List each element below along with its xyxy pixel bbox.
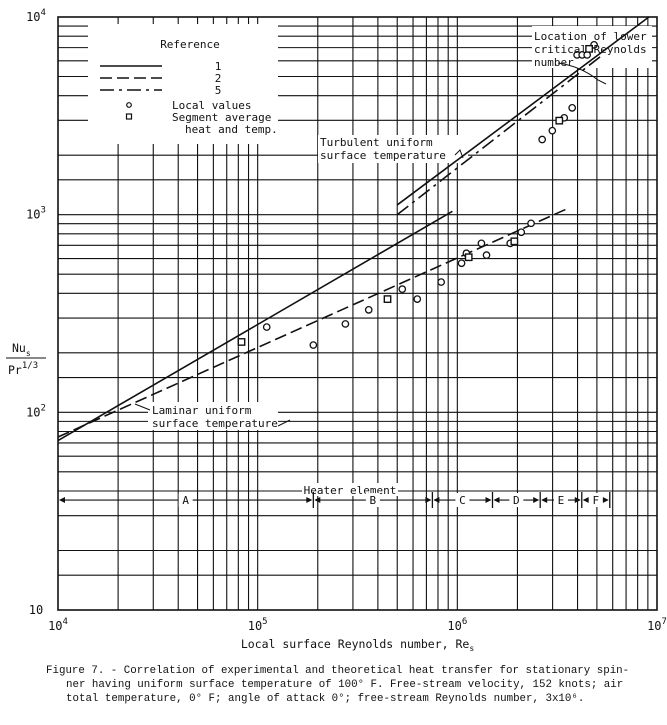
series-line-1 xyxy=(57,210,453,442)
annotation-arrow xyxy=(454,149,464,159)
heater-segment-label-bg xyxy=(553,493,568,508)
data-point-local xyxy=(457,259,466,268)
legend-label: 2 xyxy=(215,72,222,85)
data-point-segment-average xyxy=(585,44,593,53)
x-tick-label: 107 xyxy=(647,617,667,633)
legend-label: 5 xyxy=(215,84,222,97)
annotation-heater-element: Heater element xyxy=(304,484,397,497)
data-point-local xyxy=(262,323,271,331)
data-point-local xyxy=(437,278,446,286)
series-line-5 xyxy=(396,56,601,216)
legend-marker-circle xyxy=(126,102,132,108)
heater-segment-arrow xyxy=(306,497,313,504)
annotation-lower-critical-reynolds: Location of lower xyxy=(534,30,647,43)
data-point-local xyxy=(548,126,557,135)
legend-label: Segment average xyxy=(172,111,271,124)
heater-segment-label-bg xyxy=(365,493,380,508)
annotation-leader-line xyxy=(134,403,151,411)
heat-transfer-chart: 104 105 106 107 10 102 103 104 Local surface Rey… xyxy=(6,8,667,653)
caption-line-1: Figure 7. - Correlation of experimental … xyxy=(46,665,630,677)
legend-label: 1 xyxy=(215,60,222,73)
y-tick-label: 104 xyxy=(26,8,46,24)
data-point-local xyxy=(517,228,526,237)
annotation-laminar: Laminar uniform xyxy=(152,404,252,417)
annotation-leader-line xyxy=(557,62,607,85)
series-line-1 xyxy=(396,16,650,206)
heater-segment-label-bg xyxy=(178,493,193,508)
data-point-local xyxy=(364,305,373,314)
annotation-turbulent: surface temperature xyxy=(320,149,446,162)
heater-segment-arrow xyxy=(433,497,440,504)
heater-segment-arrow xyxy=(541,497,548,504)
heater-segment-label-bg xyxy=(455,493,470,508)
data-point-local xyxy=(538,135,547,144)
heater-segment-arrow xyxy=(485,497,492,504)
x-tick-label: 106 xyxy=(447,617,467,633)
data-point-local xyxy=(527,219,535,228)
heater-segment-label: C xyxy=(459,494,466,507)
annotation-lower-critical-reynolds: number xyxy=(534,56,574,69)
data-point-local xyxy=(341,320,350,328)
data-point-local xyxy=(482,251,491,260)
y-tick-label: 10 xyxy=(29,603,43,617)
data-point-local xyxy=(568,104,577,112)
data-point-local xyxy=(477,239,486,248)
annotation-leader-line xyxy=(277,419,291,427)
annotation-turbulent: Turbulent uniform xyxy=(320,136,433,149)
legend-background xyxy=(88,24,278,144)
heater-segment-label-bg xyxy=(588,493,603,508)
data-point-segment-average xyxy=(383,295,392,303)
legend-label: Local values xyxy=(172,99,251,112)
heater-segment-label: B xyxy=(370,494,377,507)
data-point-segment-average xyxy=(464,253,473,262)
heater-segment-label-bg xyxy=(509,493,524,508)
x-axis-label: Local surface Reynolds number, Res xyxy=(241,637,474,653)
data-point-segment-average xyxy=(510,237,519,246)
heater-segment-arrow xyxy=(425,497,432,504)
x-tick-label: 105 xyxy=(248,617,268,633)
data-point-segment-average xyxy=(555,116,564,125)
heater-segment-label: A xyxy=(182,494,189,507)
heater-segment-arrow xyxy=(602,497,609,504)
data-point-local xyxy=(398,285,407,293)
y-tick-label: 103 xyxy=(26,206,46,222)
plot-frame xyxy=(57,16,658,611)
data-point-segment-average xyxy=(237,338,246,346)
heater-segment-arrow xyxy=(582,497,589,504)
data-point-local xyxy=(309,341,318,349)
figure-caption: Figure 7. - Correlation of experimental … xyxy=(46,664,656,706)
heater-segment-arrow xyxy=(574,497,581,504)
heater-segment-label: D xyxy=(513,494,520,507)
annotation-laminar: surface temperature xyxy=(152,417,278,430)
y-tick-label: 102 xyxy=(26,403,46,419)
data-point-local xyxy=(413,295,422,303)
heater-segment-label: E xyxy=(558,494,565,507)
annotation-background xyxy=(318,135,468,163)
caption-line-2: ner having uniform surface temperature o… xyxy=(66,679,624,691)
heater-segment-arrow xyxy=(59,497,65,504)
x-tick-label: 104 xyxy=(48,617,68,633)
legend-label: heat and temp. xyxy=(185,123,278,136)
y-axis-label-denominator: Pr1/3 xyxy=(8,361,38,377)
caption-line-3: total temperature, 0° F; angle of attack… xyxy=(66,693,585,705)
y-axis-label-numerator: Nus xyxy=(12,341,31,358)
heater-segment-label: F xyxy=(592,494,599,507)
series-line-2 xyxy=(57,208,567,438)
heater-segment-arrow xyxy=(533,497,540,504)
annotation-lower-critical-reynolds: critical Reynolds xyxy=(534,43,647,56)
annotation-background xyxy=(302,483,398,496)
heater-segment-arrow xyxy=(493,497,500,504)
legend-marker-square xyxy=(125,113,133,120)
annotation-background xyxy=(148,402,278,430)
heater-segment-arrow xyxy=(314,497,321,504)
legend-title: Reference xyxy=(160,38,220,51)
